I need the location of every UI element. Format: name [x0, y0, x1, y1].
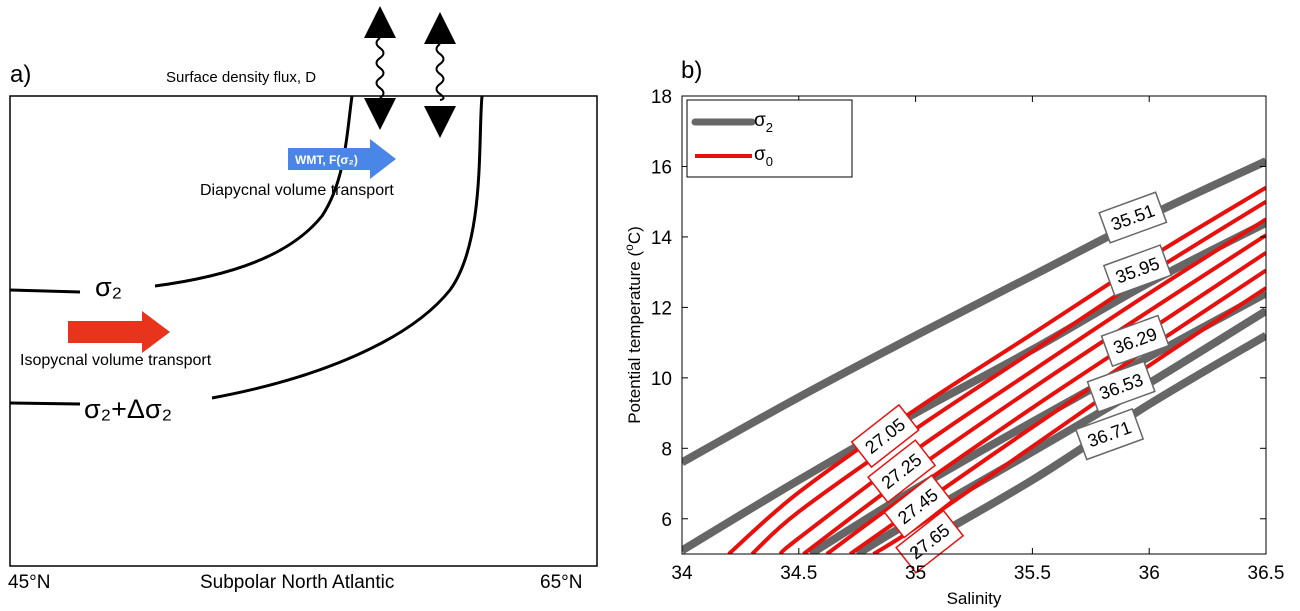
- x-tick-label-4: 36: [1139, 563, 1160, 584]
- sigma2-contour-label-3: 36.53: [1086, 360, 1156, 413]
- sigma2-contour-label-4-frame: [1074, 407, 1145, 461]
- sigma2-label: σ₂: [95, 272, 122, 302]
- y-tick-label-4: 14: [651, 228, 673, 249]
- legend: σ2 σ0: [686, 99, 853, 178]
- flux-arrow-left-icon: [364, 6, 396, 130]
- wmt-label: WMT, F(σ₂): [295, 153, 358, 167]
- y-tick-label-1: 8: [661, 439, 672, 460]
- sigma0-contour-1: [750, 199, 1266, 554]
- legend-label-sigma2: σ2: [754, 110, 773, 135]
- tick-layer: 34 34.5 35 35.5 36 36.5 6 8 10 12 14 16 18: [651, 87, 1285, 584]
- sigma0-contour-label-0-frame: [850, 403, 920, 469]
- x-left-label: 45°N: [8, 572, 50, 593]
- panel-b-label: b): [681, 57, 702, 84]
- panel-a: a) Surface density flux, D WMT, F(σ₂) Di…: [8, 6, 598, 593]
- series-layer: [682, 157, 1266, 554]
- sigma2-contour-label-1-frame: [1102, 244, 1173, 297]
- x-axis-label: Salinity: [947, 589, 1002, 608]
- flux-arrow-right-icon: [424, 12, 456, 138]
- sigma2-contour-label-3-frame: [1086, 360, 1156, 413]
- contour-label-layer: 35.5135.9536.2936.5336.7127.0527.2527.45…: [850, 191, 1173, 574]
- y-tick-label-6: 18: [651, 87, 672, 108]
- y-axis-label: Potential temperature (oC): [622, 226, 644, 424]
- sigma0-contour-2: [778, 217, 1266, 554]
- legend-label-sigma0: σ0: [754, 144, 773, 169]
- panel-b: b) 35.5135.9536.2936.5336.7127.0527.2527…: [622, 57, 1284, 608]
- x-tick-label-1: 34.5: [780, 563, 817, 584]
- sigma0-contour-0: [727, 185, 1266, 554]
- x-mid-label: Subpolar North Atlantic: [200, 572, 394, 593]
- sigma0-contour-3: [802, 233, 1266, 554]
- sigma2-contour-label-2-frame: [1100, 314, 1170, 368]
- sigma2-contour-2: [808, 289, 1266, 554]
- y-tick-label-0: 6: [661, 510, 672, 531]
- sigma2-isopycnal-line: [9, 95, 354, 294]
- panel-a-label: a): [10, 61, 31, 88]
- x-tick-label-2: 35: [905, 563, 926, 584]
- y-tick-label-3: 12: [651, 298, 672, 319]
- isopycnal-label: Isopycnal volume transport: [20, 352, 212, 369]
- plot-frame: [681, 95, 1267, 555]
- legend-box: [686, 99, 853, 178]
- y-tick-label-2: 10: [651, 369, 672, 390]
- y-tick-label-5: 16: [651, 157, 672, 178]
- x-right-label: 65°N: [540, 572, 582, 593]
- sigma2-delta-label: σ₂+Δσ₂: [84, 394, 172, 424]
- sigma2-contour-label-0-frame: [1098, 191, 1168, 244]
- sigma2-contour-label-2: 36.29: [1100, 314, 1170, 368]
- x-tick-label-3: 35.5: [1014, 563, 1051, 584]
- wmt-arrow-icon: WMT, F(σ₂): [288, 139, 396, 179]
- sigma0-contour-label-2-frame: [883, 474, 953, 539]
- sigma0-contour-label-1-frame: [867, 439, 937, 504]
- isopycnal-arrow-icon: [68, 311, 170, 353]
- sigma2-delta-isopycnal-line: [9, 95, 484, 406]
- sigma2-contour-label-0: 35.51: [1098, 191, 1168, 244]
- ocean-box: [9, 95, 598, 567]
- diapycnal-label: Diapycnal volume transport: [200, 182, 394, 199]
- sigma2-contour-0: [682, 157, 1266, 466]
- sigma2-contour-label-4: 36.71: [1074, 407, 1145, 461]
- x-tick-label-0: 34: [671, 563, 693, 584]
- sigma2-contour-label-1: 35.95: [1102, 244, 1173, 297]
- x-tick-label-5: 36.5: [1248, 563, 1285, 584]
- surface-flux-label: Surface density flux, D: [166, 69, 316, 86]
